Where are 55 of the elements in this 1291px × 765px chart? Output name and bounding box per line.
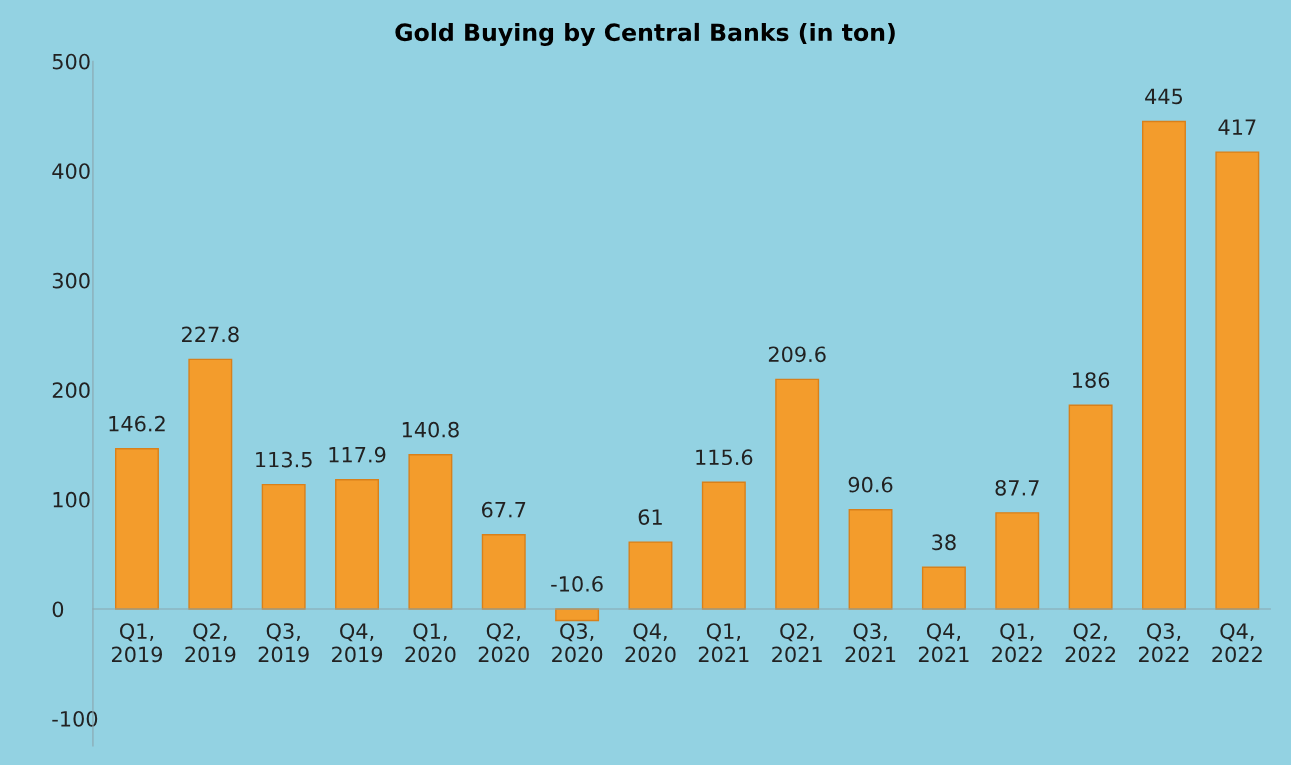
x-tick-label: Q1, 2019 xyxy=(111,623,163,663)
bar xyxy=(1142,120,1186,610)
data-label: 146.2 xyxy=(109,415,165,432)
data-label: 115.6 xyxy=(696,449,753,466)
x-tick-label: Q4, 2019 xyxy=(332,623,383,663)
data-label: 209.6 xyxy=(768,346,826,363)
data-label: 67.7 xyxy=(482,501,526,518)
data-label: 227.8 xyxy=(182,326,239,343)
data-label: 90.6 xyxy=(848,476,893,493)
x-tick-label: Q3, 2021 xyxy=(845,623,896,663)
x-tick-label: Q3, 2020 xyxy=(552,623,603,663)
data-label: 186 xyxy=(1073,372,1110,388)
bar xyxy=(848,508,893,610)
x-tick-label: Q1, 2020 xyxy=(405,623,456,663)
y-tick-label: -100 xyxy=(52,710,98,727)
bar xyxy=(1068,404,1113,610)
y-tick-label: 200 xyxy=(52,382,90,399)
x-tick-label: Q3, 2022 xyxy=(1138,623,1189,663)
x-tick-label: Q2, 2020 xyxy=(478,623,529,663)
bar xyxy=(114,448,159,610)
y-tick-label: 300 xyxy=(52,272,90,289)
data-label: 117.9 xyxy=(329,446,386,463)
data-label: -10.6 xyxy=(551,576,603,592)
y-tick-label: 400 xyxy=(52,163,90,179)
bar xyxy=(1215,151,1260,610)
bar xyxy=(335,479,380,610)
x-tick-label: Q3, 2019 xyxy=(258,623,309,663)
x-tick-label: Q4, 2022 xyxy=(1212,623,1262,663)
x-tick-label: Q1, 2022 xyxy=(992,623,1042,663)
data-label: 140.8 xyxy=(402,421,459,438)
data-label: 113.5 xyxy=(256,451,312,468)
x-tick-label: Q4, 2021 xyxy=(918,623,969,663)
bar xyxy=(921,566,966,610)
x-tick-label: Q1, 2021 xyxy=(698,623,749,663)
y-tick-label: 100 xyxy=(53,491,90,508)
x-tick-label: Q4, 2020 xyxy=(625,623,676,663)
data-label: 445 xyxy=(1145,88,1183,105)
bar xyxy=(261,483,306,610)
data-label: 417 xyxy=(1218,119,1256,135)
y-tick-label: 0 xyxy=(52,601,64,618)
bar xyxy=(995,512,1040,610)
x-tick-label: Q2, 2021 xyxy=(772,623,822,663)
data-label: 61 xyxy=(638,509,662,525)
data-label: 38 xyxy=(932,534,956,551)
bar xyxy=(628,541,673,610)
chart-title: Gold Buying by Central Banks (in ton) xyxy=(395,22,895,46)
x-tick-label: Q2, 2019 xyxy=(185,623,236,663)
x-tick-label: Q2, 2022 xyxy=(1065,623,1116,663)
bar xyxy=(408,454,453,610)
bar xyxy=(775,378,820,610)
y-tick-label: 500 xyxy=(52,53,90,70)
bar xyxy=(701,481,746,610)
data-label: 87.7 xyxy=(995,479,1039,496)
bar xyxy=(481,534,526,610)
bar xyxy=(188,358,233,610)
